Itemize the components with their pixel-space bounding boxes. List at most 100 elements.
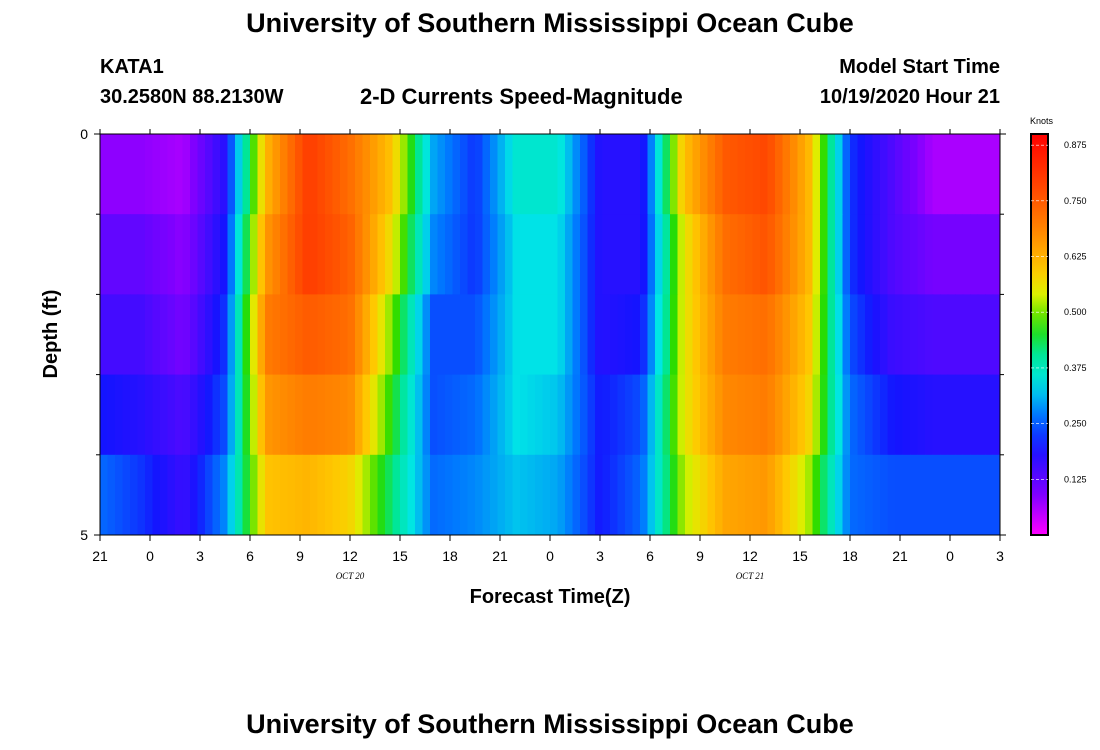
heatmap-cell [685,454,694,535]
heatmap-cell [100,374,109,456]
heatmap-cell [715,374,724,456]
heatmap-cell [392,134,401,215]
heatmap-cell [985,214,994,295]
heatmap-cell [722,454,731,535]
heatmap-cell [295,454,304,535]
heatmap-cell [340,134,349,215]
heatmap-cell [895,294,904,376]
heatmap-cell [145,454,154,535]
heatmap-cell [857,454,866,535]
colorbar-tick-label: 0.250 [1064,419,1087,429]
heatmap-cell [917,294,926,376]
heatmap-cell [302,294,311,376]
heatmap-cell [490,214,499,295]
heatmap-cell [737,454,746,535]
heatmap-cell [302,214,311,295]
heatmap-cell [220,294,229,376]
x-tick-label: 15 [792,548,808,564]
heatmap-cell [902,454,911,535]
heatmap-cell [355,214,364,295]
heatmap-cell [257,374,266,456]
heatmap-cell [692,214,701,295]
heatmap-cell [422,374,431,456]
heatmap-cell [655,454,664,535]
heatmap-cell [580,134,589,215]
heatmap-cell [505,374,514,456]
heatmap-cell [535,294,544,376]
heatmap-cell [377,454,386,535]
heatmap-cell [542,374,551,456]
heatmap-cell [760,134,769,215]
heatmap-cell [430,134,439,215]
heatmap-cell [482,134,491,215]
heatmap-cell [955,374,964,456]
heatmap-cell [287,134,296,215]
heatmap-cell [782,454,791,535]
heatmap-cell [377,294,386,376]
heatmap-cell [850,454,859,535]
heatmap-cell [295,134,304,215]
heatmap-cell [685,134,694,215]
heatmap-cell [775,454,784,535]
heatmap-cell [445,294,454,376]
heatmap-cell [557,134,566,215]
heatmap-cell [782,294,791,376]
heatmap-cell [962,294,971,376]
heatmap-cell [197,374,206,456]
heatmap-cell [235,134,244,215]
heatmap-cell [692,134,701,215]
heatmap-cell [167,454,176,535]
heatmap-cell [887,214,896,295]
heatmap-cell [385,454,394,535]
heatmap-cell [880,374,889,456]
heatmap-cell [182,134,191,215]
heatmap-cell [842,134,851,215]
heatmap-cell [107,214,116,295]
heatmap-cell [827,374,836,456]
heatmap-cell [152,374,161,456]
heatmap-cell [610,374,619,456]
heatmap-cell [452,454,461,535]
heatmap-cell [355,374,364,456]
heatmap-cell [505,294,514,376]
heatmap-cell [250,294,259,376]
heatmap-cell [107,294,116,376]
y-axis-title: Depth (ft) [40,290,62,379]
heatmap-cell [640,454,649,535]
heatmap-cell [715,214,724,295]
heatmap-cell [430,374,439,456]
heatmap-cell [632,454,641,535]
heatmap-cell [205,214,214,295]
heatmap-cell [842,454,851,535]
heatmap-cell [767,294,776,376]
heatmap-cell [310,134,319,215]
x-axis: 21 0 3 6 9 12 15 18 21 0 3 6 9 12 15 18 21 0 3 OCT 20 OCT 21 [92,129,1004,581]
heatmap-cell [827,294,836,376]
heatmap-cell [617,454,626,535]
heatmap-cell [205,454,214,535]
heatmap-cell [220,374,229,456]
heatmap-cell [745,214,754,295]
heatmap-cell [865,374,874,456]
heatmap-cell [175,134,184,215]
heatmap-cell [580,294,589,376]
heatmap-cell [227,454,236,535]
heatmap-cell [272,454,281,535]
heatmap-cell [865,294,874,376]
heatmap-cell [932,214,941,295]
heatmap-cell [190,294,199,376]
heatmap-cell [460,454,469,535]
heatmap-cell [235,374,244,456]
footer-title: University of Southern Mississippi Ocean… [246,709,854,739]
heatmap-cell [175,374,184,456]
heatmap-cell [790,214,799,295]
heatmap-cell [190,214,199,295]
heatmap-cell [610,214,619,295]
heatmap-cell [242,454,251,535]
heatmap-cell [977,294,986,376]
heatmap-cell [317,214,326,295]
heatmap-cell [347,294,356,376]
heatmap-cell [662,134,671,215]
heatmap-cell [955,214,964,295]
heatmap-cell [512,134,521,215]
